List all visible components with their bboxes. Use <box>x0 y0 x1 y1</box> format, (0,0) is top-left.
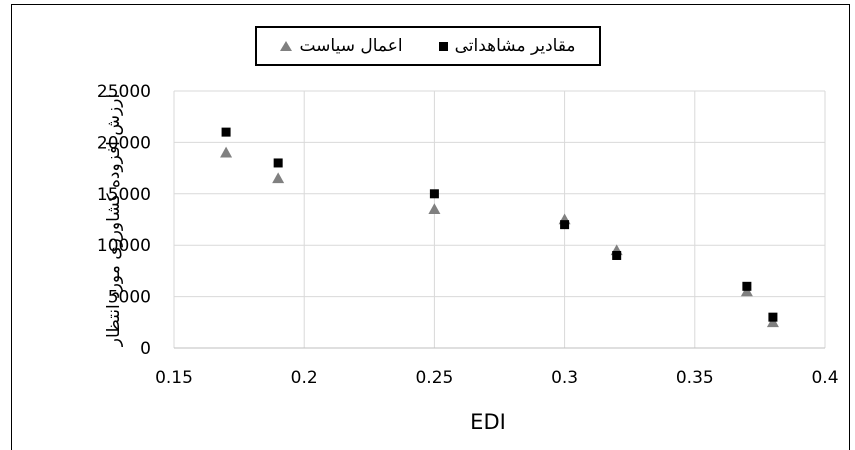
y-tick-label: 5000 <box>108 288 151 308</box>
y-axis-title: ارزش افزوده کشاورزی مورد انتظار <box>104 94 124 347</box>
observed-point <box>768 312 778 322</box>
observed-point <box>221 127 231 137</box>
y-tick-label: 0 <box>140 339 151 359</box>
observed-point <box>273 158 283 168</box>
tick-labels: 0.15 0.2 0.25 0.3 0.35 0.4 0 5000 10000 15000 2000… <box>97 82 839 388</box>
policy-point <box>766 316 779 328</box>
legend-item-observed: مقادیر مشاهداتی <box>438 36 576 56</box>
x-tick-label: 0.35 <box>676 368 714 388</box>
data-points <box>220 127 779 328</box>
policy-point <box>220 146 233 158</box>
observed-point <box>560 220 570 230</box>
y-tick-label: 10000 <box>97 236 151 256</box>
y-tick-label: 15000 <box>97 185 151 205</box>
x-tick-label: 0.2 <box>291 368 318 388</box>
x-tick-label: 0.25 <box>415 368 453 388</box>
legend-label-observed: مقادیر مشاهداتی <box>454 36 576 56</box>
policy-point <box>740 285 753 297</box>
policy-point <box>272 172 285 184</box>
policy-point <box>428 203 441 215</box>
observed-point <box>429 189 439 199</box>
legend-square-marker-icon <box>438 41 448 51</box>
legend-item-policy: اعمال سیاست <box>280 36 403 56</box>
x-tick-label: 0.3 <box>551 368 578 388</box>
x-tick-label: 0.15 <box>155 368 193 388</box>
y-tick-label: 20000 <box>97 133 151 153</box>
y-tick-label: 25000 <box>97 82 151 102</box>
chart-frame <box>11 4 850 450</box>
observed-point <box>612 250 622 260</box>
observed-point <box>742 281 752 291</box>
legend-triangle-marker-icon <box>280 41 293 51</box>
grid-lines <box>173 90 826 349</box>
x-axis-title: EDI <box>470 410 506 434</box>
legend-label-policy: اعمال سیاست <box>299 36 403 56</box>
x-tick-label: 0.4 <box>811 368 838 388</box>
chart-legend: مقادیر مشاهداتی اعمال سیاست <box>255 26 601 66</box>
